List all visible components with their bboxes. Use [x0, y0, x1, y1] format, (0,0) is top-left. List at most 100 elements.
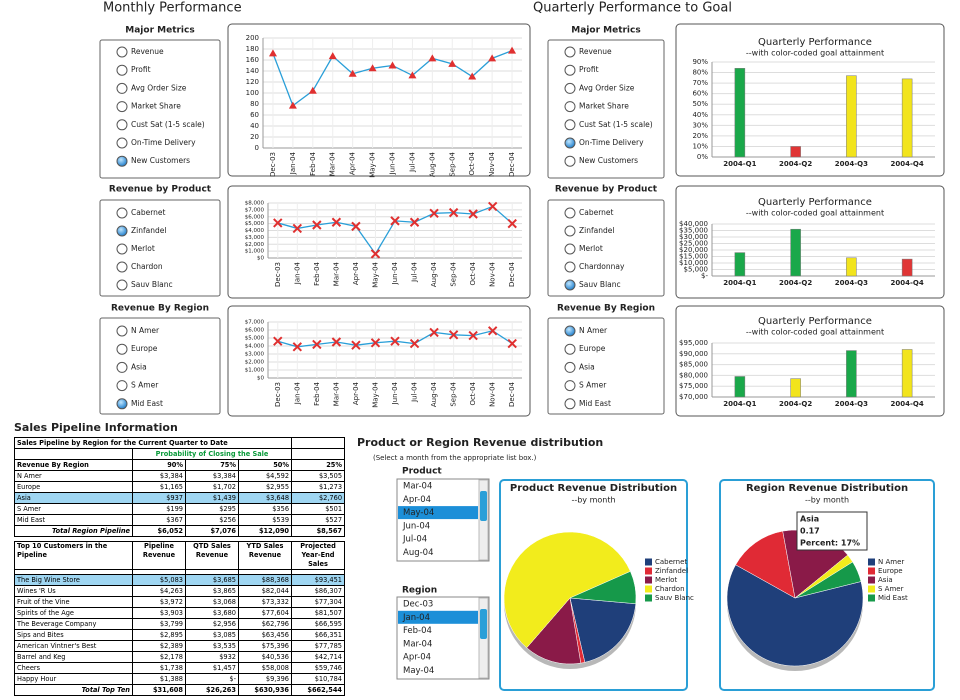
radio-button[interactable]: [564, 279, 576, 291]
radio-button[interactable]: [564, 119, 576, 131]
chart-title: Product Revenue Distribution: [510, 483, 677, 494]
marker: [292, 342, 303, 352]
radio-button[interactable]: [564, 398, 576, 410]
radio-button[interactable]: [564, 261, 576, 273]
radio-button[interactable]: [564, 155, 576, 167]
x-tick-label: May-04: [371, 261, 379, 287]
table-cell: $3,535: [185, 640, 239, 652]
y-tick-label: 160: [246, 56, 259, 64]
x-tick-label: Oct-04: [469, 261, 477, 285]
table-row: Sips and Bites $2,895 $3,085 $63,456 $66,351: [14, 629, 345, 641]
radio-label: New Customers: [579, 156, 638, 165]
legend-label: S Amer: [878, 585, 904, 593]
radio-button[interactable]: [116, 119, 128, 131]
radio-button[interactable]: [116, 101, 128, 113]
radio-button[interactable]: [116, 361, 128, 373]
x-tick-label: Nov-04: [489, 381, 497, 406]
table-cell: $75,396: [238, 640, 292, 652]
y-tick-label: 90%: [692, 58, 708, 66]
x-tick-label: Jun-04: [391, 381, 399, 405]
radio-label: On-Time Delivery: [579, 138, 644, 147]
radio-button[interactable]: [564, 82, 576, 94]
distribution-title: Product or Region Revenue distribution: [357, 436, 603, 449]
legend-swatch: [868, 585, 875, 593]
x-tick-label: Sep-04: [450, 261, 458, 286]
y-tick-label: $6,000: [245, 214, 265, 220]
radio-button[interactable]: [564, 64, 576, 76]
pie-slice: [794, 561, 862, 599]
table-cell: $73,332: [238, 596, 292, 608]
y-tick-label: 0: [255, 144, 259, 152]
table-cell: $3,799: [132, 618, 186, 630]
y-tick-label: $2,000: [245, 242, 265, 248]
scroll-thumb[interactable]: [480, 609, 487, 639]
radio-label: Chardonnay: [579, 262, 625, 271]
radio-button[interactable]: [116, 398, 128, 410]
radio-button[interactable]: [564, 343, 576, 355]
radio-button[interactable]: [116, 343, 128, 355]
y-tick-label: $10,000: [679, 259, 708, 267]
radio-button[interactable]: [564, 361, 576, 373]
listbox-item[interactable]: Jan-04: [402, 613, 430, 623]
x-tick-label: Dec-03: [274, 262, 282, 287]
radio-button[interactable]: [564, 325, 576, 337]
listbox-item[interactable]: Aug-04: [403, 548, 433, 558]
listbox-item[interactable]: Mar-04: [403, 482, 432, 492]
x-tick-label: Apr-04: [352, 261, 360, 285]
listbox-item[interactable]: Mar-04: [403, 639, 432, 649]
table-cell: $-: [185, 673, 239, 685]
listbox[interactable]: [396, 596, 490, 680]
radio-button[interactable]: [116, 137, 128, 149]
radio-button[interactable]: [564, 101, 576, 113]
radio-button[interactable]: [116, 325, 128, 337]
radio-button[interactable]: [564, 243, 576, 255]
scroll-thumb[interactable]: [480, 491, 487, 521]
panel-box: [547, 39, 665, 179]
pie-slice: [526, 597, 582, 665]
table-cell: $630,936: [238, 684, 292, 696]
radio-button[interactable]: [564, 380, 576, 392]
radio-button[interactable]: [116, 207, 128, 219]
radio-button[interactable]: [116, 225, 128, 237]
radio-button[interactable]: [116, 243, 128, 255]
radio-button[interactable]: [116, 46, 128, 58]
y-tick-label: 40: [250, 122, 259, 130]
table-cell: $10,784: [291, 673, 345, 685]
table-row: Total Region Pipeline $6,052 $7,076 $12,090…: [14, 525, 346, 537]
chart-title: Quarterly Performance: [758, 197, 872, 208]
radio-button[interactable]: [116, 380, 128, 392]
radio-button[interactable]: [116, 155, 128, 167]
y-tick-label: $5,000: [245, 336, 265, 342]
listbox-item[interactable]: Apr-04: [403, 495, 431, 505]
listbox-item[interactable]: Feb-04: [403, 626, 432, 636]
radio-button[interactable]: [116, 64, 128, 76]
radio-button[interactable]: [564, 225, 576, 237]
listbox[interactable]: [396, 478, 490, 562]
legend-label: Europe: [878, 567, 903, 575]
table-cell: $81,507: [291, 607, 345, 619]
x-tick-label: Mar-04: [332, 381, 340, 406]
radio-button[interactable]: [116, 82, 128, 94]
listbox-item[interactable]: May-04: [403, 666, 434, 676]
legend-swatch: [868, 558, 875, 566]
radio-button[interactable]: [564, 207, 576, 219]
radio-button[interactable]: [564, 137, 576, 149]
table-cell: $62,796: [238, 618, 292, 630]
listbox-item[interactable]: Jun-04: [402, 521, 430, 531]
table-cell: $2,178: [132, 651, 186, 663]
radio-label: Cust Sat (1-5 scale): [131, 120, 205, 129]
x-tick-label: Jun-04: [389, 151, 397, 175]
table-cell: $4,263: [132, 585, 186, 597]
pipeline-tables: Sales Pipeline by Region for the Current…: [13, 437, 346, 696]
listbox-item[interactable]: Dec-03: [403, 600, 433, 610]
listbox-item[interactable]: Jul-04: [402, 535, 427, 545]
radio-button[interactable]: [564, 46, 576, 58]
marker: [273, 336, 283, 346]
y-tick-label: 10%: [692, 142, 708, 150]
radio-button[interactable]: [116, 261, 128, 273]
listbox-item[interactable]: Apr-04: [403, 653, 431, 663]
panel-title: Revenue By Region: [557, 304, 655, 314]
radio-label: Sauv Blanc: [579, 280, 621, 289]
radio-button[interactable]: [116, 279, 128, 291]
listbox-item[interactable]: May-04: [403, 508, 434, 518]
